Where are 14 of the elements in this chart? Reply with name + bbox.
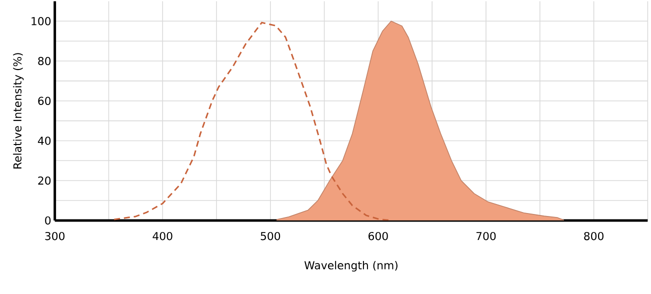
x-tick-label: 700 xyxy=(476,232,496,240)
y-tick-label: 60 xyxy=(38,96,51,105)
y-axis-title: Relative Intensity (%) xyxy=(13,52,24,168)
x-tick-label: 800 xyxy=(584,232,604,240)
x-tick-label: 600 xyxy=(368,232,388,240)
y-tick-label: 0 xyxy=(45,216,51,224)
x-tick-label: 300 xyxy=(45,232,64,240)
y-tick-label: 100 xyxy=(32,16,51,26)
x-tick-label: 500 xyxy=(260,232,280,240)
x-tick-label: 400 xyxy=(152,232,172,240)
y-tick-label: 20 xyxy=(38,176,51,185)
x-axis-title: Wavelength (nm) xyxy=(304,260,398,272)
y-tick-label: 40 xyxy=(38,136,51,145)
y-tick-label: 80 xyxy=(38,56,51,66)
